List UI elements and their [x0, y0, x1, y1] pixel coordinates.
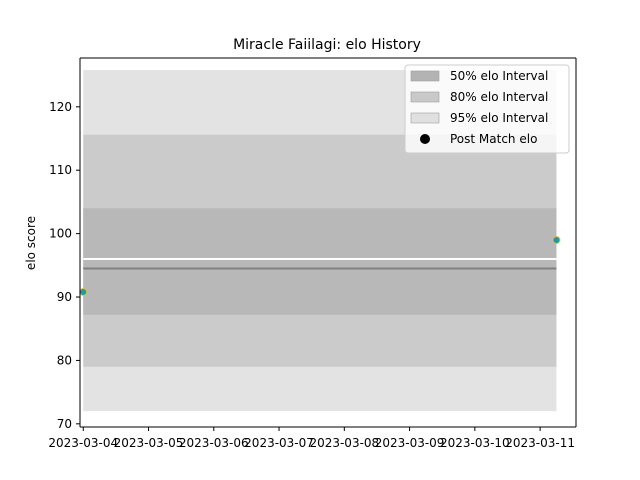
y-tick-label-4: 110 [49, 163, 72, 177]
interval-band-2 [83, 208, 557, 315]
y-axis-label: elo score [24, 216, 38, 270]
chart-title: Miracle Faiilagi: elo History [233, 37, 421, 53]
x-tick-label-5: 2023-03-09 [375, 436, 445, 450]
post-match-point-0 [79, 287, 88, 296]
y-tick-label-2: 90 [57, 290, 72, 304]
y-tick-label-5: 120 [49, 100, 72, 114]
legend-label-2: 95% elo Interval [450, 111, 548, 125]
legend-box [404, 64, 570, 154]
legend-swatch-0 [410, 70, 440, 82]
post-match-point-1 [552, 235, 561, 244]
x-tick-label-1: 2023-03-05 [114, 436, 184, 450]
x-tick-label-0: 2023-03-04 [48, 436, 118, 450]
legend-marker-3 [420, 134, 430, 144]
legend-swatch-2 [410, 112, 440, 124]
legend-label-0: 50% elo Interval [450, 69, 548, 83]
legend-label-3: Post Match elo [450, 132, 537, 146]
x-tick-label-7: 2023-03-11 [505, 436, 575, 450]
x-tick-label-4: 2023-03-08 [309, 436, 379, 450]
y-tick-label-3: 100 [49, 227, 72, 241]
x-tick-label-2: 2023-03-06 [179, 436, 249, 450]
axes: 7080901001101202023-03-042023-03-052023-… [48, 57, 577, 450]
legend: 50% elo Interval 80% elo Interval 95% elo … [404, 64, 570, 154]
legend-swatch-1 [410, 91, 440, 103]
legend-label-1: 80% elo Interval [450, 90, 548, 104]
x-tick-label-3: 2023-03-07 [244, 436, 314, 450]
x-tick-label-6: 2023-03-10 [440, 436, 510, 450]
y-tick-label-0: 70 [57, 417, 72, 431]
y-tick-label-1: 80 [57, 353, 72, 367]
